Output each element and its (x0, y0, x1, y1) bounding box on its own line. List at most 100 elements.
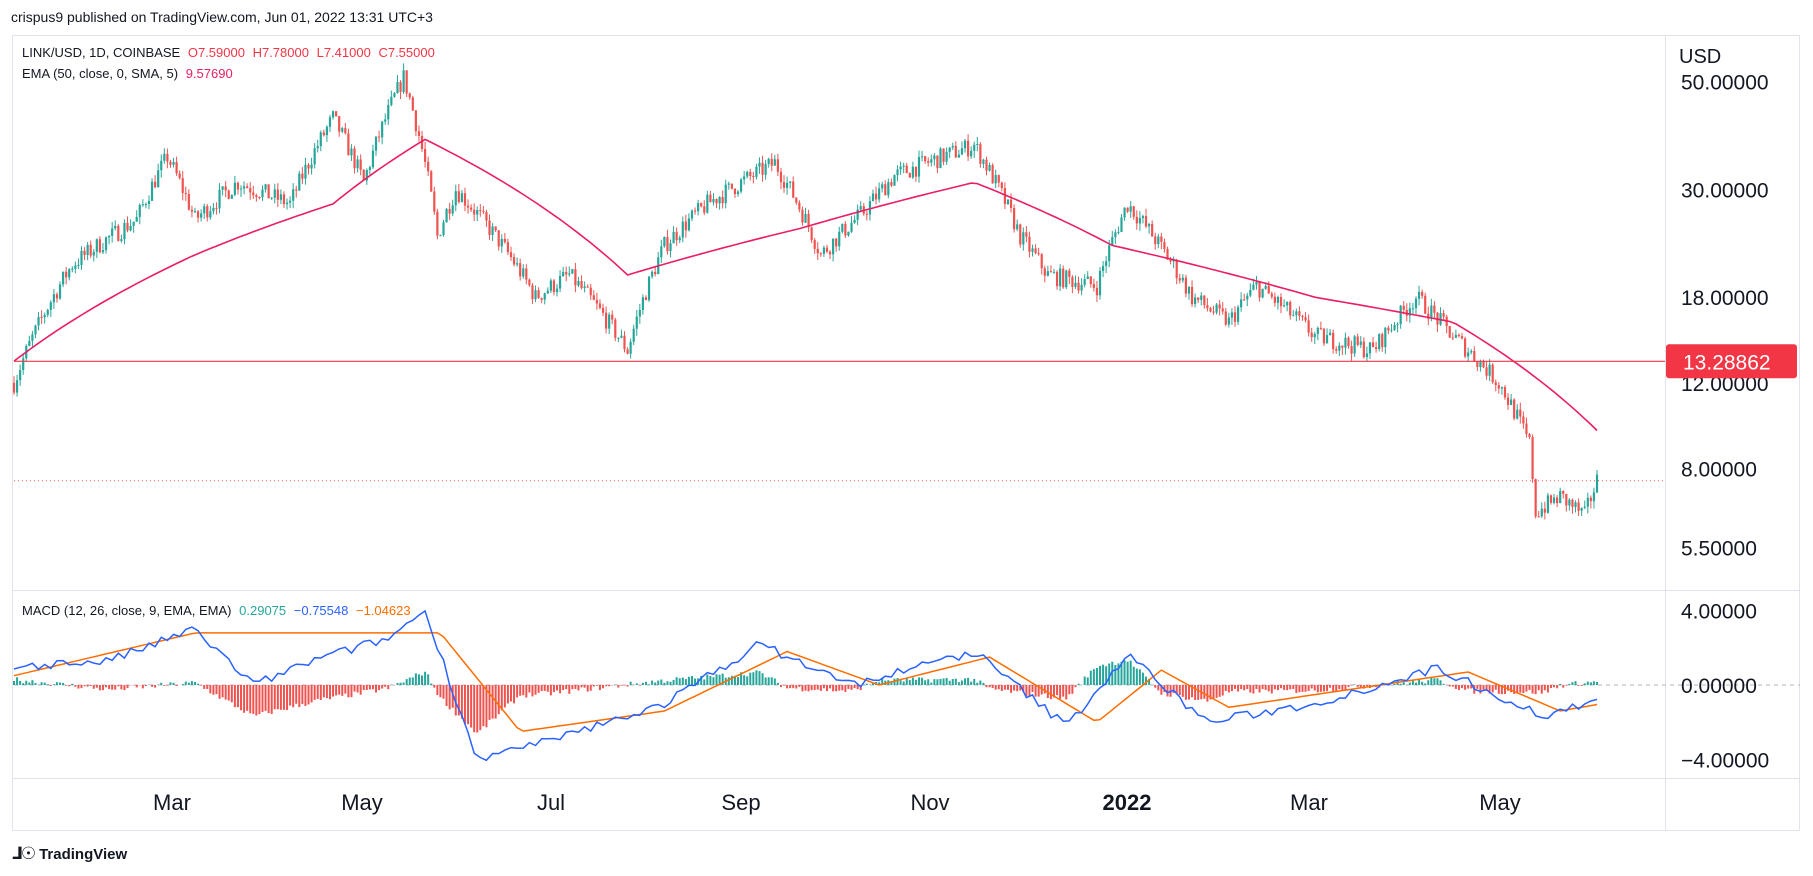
candle-body (534, 290, 537, 300)
candle-body (663, 236, 666, 247)
macd-histogram-bar (1221, 685, 1224, 696)
macd-histogram-bar (108, 685, 111, 690)
candle-body (835, 238, 838, 247)
macd-histogram-bar (1359, 685, 1362, 689)
candle-body (1368, 342, 1372, 354)
macd-histogram-bar (902, 681, 905, 685)
candle-body (279, 194, 283, 200)
candle-body (902, 165, 905, 167)
candle-body (884, 184, 887, 196)
macd-legend: MACD (12, 26, close, 9, EMA, EMA) 0.2907… (22, 603, 415, 618)
macd-histogram-bar (144, 685, 147, 687)
macd-histogram-bar (276, 685, 279, 710)
macd-histogram-bar (1491, 685, 1494, 693)
candle-body (1178, 278, 1181, 281)
candle-body (49, 302, 52, 310)
candle-body (537, 290, 540, 299)
candle-body (930, 159, 933, 163)
candle-body (562, 271, 565, 277)
macd-histogram-bar (1074, 685, 1077, 688)
candle-body (316, 146, 319, 149)
macd-histogram-bar (552, 685, 555, 693)
candle-body (516, 263, 519, 265)
macd-histogram-bar (1255, 685, 1258, 690)
macd-histogram-bar (31, 680, 34, 685)
candle-body (1065, 270, 1068, 288)
candle-body (651, 271, 654, 277)
macd-histogram-bar (1316, 685, 1319, 693)
candle-body (1344, 337, 1347, 348)
macd-histogram-bar (783, 685, 786, 686)
macd-histogram-bar (1298, 685, 1301, 693)
legend-symbol[interactable]: LINK/USD, 1D, COINBASE (22, 45, 181, 60)
tradingview-logo-icon: ⅃☉ (12, 844, 36, 863)
macd-histogram-bar (1016, 685, 1019, 692)
macd-histogram-bar (1043, 685, 1046, 694)
macd-histogram-bar (565, 685, 568, 690)
macd-histogram-bar (467, 685, 470, 725)
candle-body (1120, 217, 1123, 232)
price-axis-tick: 18.00000 (1681, 287, 1769, 310)
macd-histogram-bar (991, 685, 994, 689)
macd-histogram-bar (448, 685, 451, 710)
candle-body (1313, 333, 1316, 338)
candle-body (335, 111, 338, 117)
macd-histogram-bar (635, 683, 638, 685)
macd-histogram-bar (28, 682, 31, 685)
ema-label[interactable]: EMA (50, close, 0, SMA, 5) (22, 66, 179, 81)
macd-histogram-bar (322, 685, 325, 698)
macd-histogram-bar (491, 685, 494, 719)
candle-body (1040, 254, 1043, 269)
macd-histogram-bar (1549, 685, 1552, 689)
candle-body (549, 280, 552, 291)
macd-histogram-bar (862, 684, 865, 685)
candle-body (1476, 361, 1479, 367)
candle-body (1473, 351, 1476, 362)
candle-body (58, 284, 62, 299)
candle-body (436, 211, 439, 236)
macd-histogram-bar (810, 685, 813, 691)
macd-histogram-bar (316, 685, 319, 699)
candle-body (994, 175, 997, 184)
macd-histogram-bar (1510, 685, 1513, 693)
candle-body (1236, 307, 1240, 322)
macd-histogram-bar (252, 685, 255, 714)
macd-histogram-bar (1329, 685, 1332, 688)
macd-histogram-bar (476, 685, 479, 733)
macd-histogram-bar (1215, 685, 1218, 698)
macd-histogram-bar (1052, 685, 1055, 698)
tradingview-logo[interactable]: ⅃☉ TradingView (12, 844, 127, 864)
macd-histogram-bar (951, 679, 954, 685)
macd-histogram-bar (924, 680, 927, 685)
ema50-line (13, 138, 1598, 432)
candle-body (568, 273, 571, 275)
macd-histogram-bar (727, 677, 730, 685)
candle-body (1402, 305, 1405, 310)
macd-histogram-bar (1071, 685, 1074, 694)
candle-body (132, 221, 135, 226)
macd-histogram-bar (856, 685, 859, 690)
macd-histogram-bar (819, 685, 822, 691)
candle-body (356, 159, 359, 169)
candle-body (1025, 232, 1028, 237)
macd-histogram-bar (1258, 685, 1261, 693)
macd-histogram-bar (1411, 680, 1414, 685)
candle-body (1221, 308, 1224, 312)
macd-histogram-bar (1500, 685, 1503, 695)
candle-body (1129, 206, 1132, 212)
macd-histogram-bar (1461, 685, 1464, 689)
macd-histogram-bar (687, 676, 690, 685)
candle-body (1304, 317, 1307, 321)
candle-body (543, 293, 546, 300)
candle-body (43, 315, 46, 318)
candle-body (979, 144, 982, 164)
candle-body (519, 263, 522, 277)
candle-body (1534, 479, 1537, 517)
macd-label[interactable]: MACD (12, 26, close, 9, EMA, EMA) (22, 603, 232, 618)
macd-histogram-bar (350, 685, 353, 698)
candle-body (1488, 364, 1491, 376)
candle-body (55, 294, 59, 299)
macd-histogram-bar (1448, 685, 1451, 687)
macd-histogram-bar (359, 685, 362, 695)
